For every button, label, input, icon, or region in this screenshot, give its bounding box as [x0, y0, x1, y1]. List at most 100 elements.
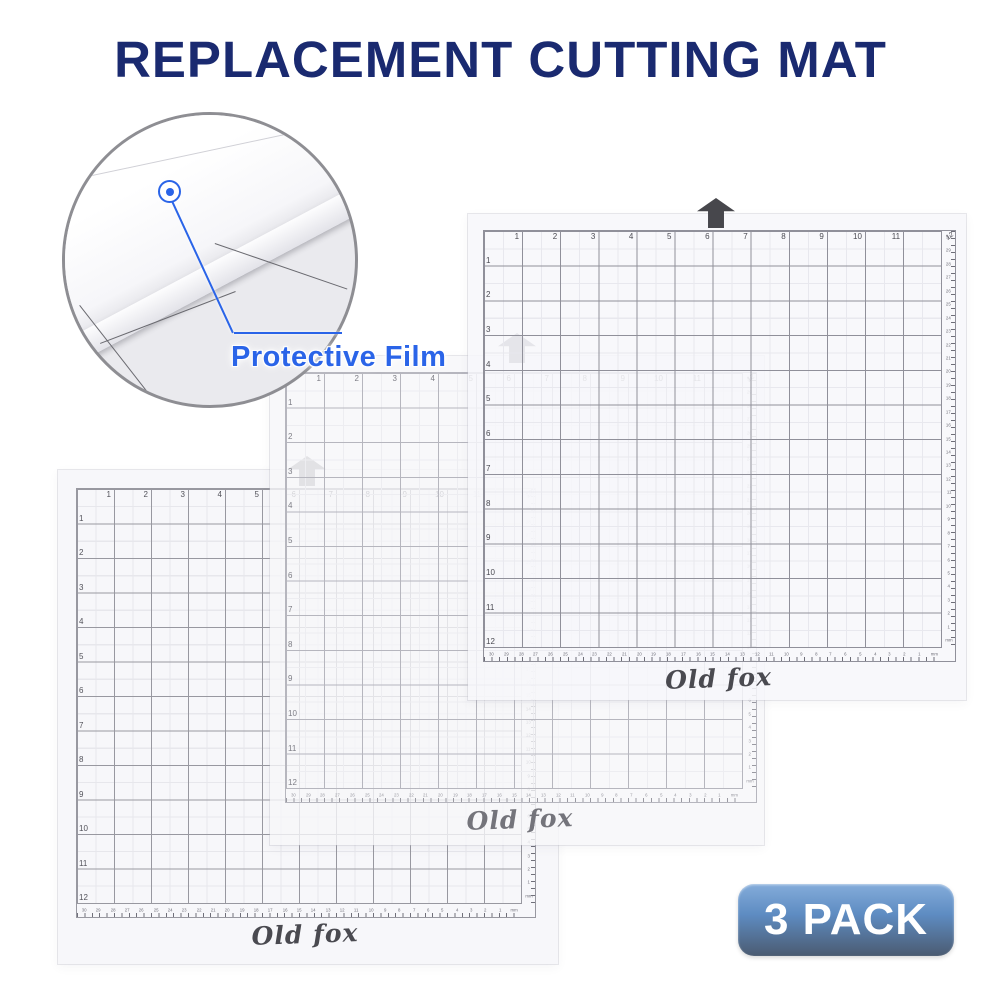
- grid-row-number: 11: [486, 602, 495, 612]
- ruler-tick-label: 21: [423, 793, 429, 798]
- ruler-tick-label: 3: [469, 908, 473, 913]
- up-arrow-icon: [697, 198, 735, 228]
- ruler-tick-label: 23: [946, 329, 952, 334]
- ruler-tick-label: 9: [383, 908, 387, 913]
- ruler-tick-label: 11: [769, 652, 774, 658]
- ruler-tick-label: 10: [946, 504, 952, 509]
- ruler-tick-label: 14: [946, 450, 952, 455]
- ruler-tick-label: 28: [946, 262, 952, 267]
- pack-count-badge: 3 PACK: [738, 884, 954, 956]
- ruler-tick-label: 8: [947, 531, 950, 536]
- ruler-tick-label: 24: [167, 908, 173, 913]
- ruler-tick-label: 6: [426, 908, 430, 913]
- ruler-tick-label: 27: [533, 652, 539, 658]
- ruler-tick-label: 16: [695, 652, 701, 658]
- ruler-tick-label: 5: [441, 908, 444, 913]
- ruler-tick-label: 10: [783, 652, 789, 658]
- ruler-tick-label: 1: [498, 908, 501, 913]
- ruler-tick-label: 6: [748, 698, 751, 704]
- ruler-tick-label: mm: [745, 779, 754, 784]
- ruler-tick-label: 19: [239, 908, 245, 913]
- mat-row-labels: 1 2 3 4 5 6 7 8 9 10 11 12: [288, 373, 297, 788]
- grid-column-number: 7: [743, 232, 748, 241]
- ruler-tick-label: 25: [153, 908, 159, 913]
- ruler-tick-label: 23: [592, 652, 598, 658]
- ruler-tick-label: 2: [947, 611, 950, 617]
- grid-row-number: 12: [79, 893, 88, 902]
- ruler-tick-label: 8: [398, 908, 401, 913]
- ruler-tick-label: 13: [739, 652, 745, 658]
- grid-row-number: 12: [486, 637, 495, 647]
- magnifier-circle: [62, 112, 358, 408]
- ruler-tick-label: 3: [689, 793, 692, 798]
- ruler-tick-label: 23: [393, 793, 399, 798]
- callout-dot-icon: [158, 180, 181, 203]
- grid-column-number: 1: [316, 374, 321, 383]
- grid-row-number: 1: [486, 255, 491, 265]
- ruler-tick-label: 25: [562, 652, 568, 658]
- ruler-tick-label: 1: [527, 880, 530, 886]
- grid-row-number: 8: [79, 755, 84, 764]
- brand-label: Old fox: [251, 918, 359, 951]
- mat-bottom-ruler: 30 29 28 27 26 25 24 23 22 21 20 19 18 17 16 15 14 13 12 11…: [286, 789, 742, 803]
- grid-row-number: 4: [288, 501, 293, 511]
- grid-row-number: 11: [288, 743, 297, 753]
- grid-row-number: 9: [486, 533, 491, 543]
- grid-row-number: 1: [79, 513, 84, 523]
- ruler-tick-label: mm: [510, 908, 518, 913]
- mat-grid-cells: [484, 231, 943, 649]
- ruler-tick-label: 25: [946, 302, 952, 308]
- ruler-tick-label: 17: [482, 793, 487, 798]
- ruler-tick-label: 20: [946, 369, 952, 375]
- ruler-tick-label: 21: [210, 908, 216, 913]
- ruler-tick-label: 7: [630, 793, 633, 798]
- callout-line: [234, 332, 342, 334]
- ruler-tick-label: 30: [488, 652, 494, 658]
- grid-row-number: 12: [288, 778, 297, 788]
- ruler-tick-label: 12: [555, 793, 561, 798]
- ruler-tick-label: 27: [335, 793, 340, 798]
- grid-column-number: 6: [705, 232, 710, 241]
- ruler-tick-label: 3: [527, 854, 530, 859]
- ruler-tick-label: 20: [225, 908, 230, 913]
- ruler-tick-label: 24: [577, 652, 583, 658]
- grid-row-number: 7: [288, 605, 293, 615]
- ruler-tick-label: 14: [311, 908, 316, 913]
- ruler-tick-label: 25: [364, 793, 370, 798]
- brand-label: Old fox: [664, 662, 773, 696]
- ruler-tick-label: 30: [81, 908, 87, 913]
- ruler-tick-label: 17: [680, 652, 686, 658]
- ruler-tick-label: 2: [484, 908, 487, 913]
- ruler-tick-label: 27: [124, 908, 130, 913]
- ruler-tick-label: 28: [320, 793, 326, 798]
- ruler-tick-label: 13: [946, 463, 952, 469]
- grid-row-number: 6: [288, 570, 293, 580]
- grid-column-number: 11: [891, 232, 901, 241]
- grid-row-number: 6: [79, 686, 84, 695]
- grid-column-number: 1: [514, 232, 520, 241]
- ruler-tick-label: mm: [945, 638, 953, 644]
- ruler-tick-label: 4: [873, 652, 877, 658]
- ruler-tick-label: 1: [947, 625, 950, 630]
- brand-label: Old fox: [466, 803, 574, 837]
- ruler-tick-label: 5: [659, 793, 663, 798]
- grid-column-number: 3: [392, 374, 397, 383]
- grid-column-number: 8: [781, 232, 786, 241]
- grid-column-number: 2: [354, 374, 359, 383]
- ruler-tick-label: 18: [665, 652, 671, 658]
- ruler-tick-label: 9: [799, 652, 803, 658]
- ruler-tick-label: 14: [724, 652, 730, 658]
- grid-column-number: 1: [106, 490, 111, 499]
- ruler-tick-label: 20: [636, 652, 642, 658]
- ruler-tick-label: 6: [844, 652, 847, 658]
- ruler-tick-label: 26: [139, 908, 144, 913]
- ruler-tick-label: 11: [354, 908, 359, 913]
- grid-row-number: 11: [79, 858, 88, 868]
- ruler-tick-label: 8: [814, 652, 818, 658]
- ruler-tick-label: mm: [730, 793, 739, 798]
- ruler-tick-label: 12: [946, 477, 952, 482]
- mat-bottom-ruler: 30 29 28 27 26 25 24 23 22 21 20 19 18 17 16 15 14 13 12 11…: [77, 904, 521, 917]
- ruler-tick-label: 2: [703, 793, 707, 798]
- ruler-tick-label: 24: [379, 793, 384, 798]
